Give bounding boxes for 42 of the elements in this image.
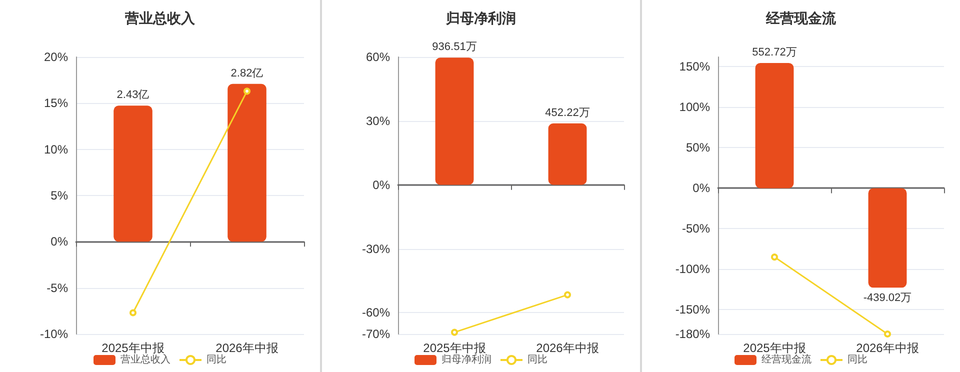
legend-label: 经营现金流	[762, 354, 812, 366]
y-tick-label: 15%	[44, 96, 68, 110]
data-label: 2.82亿	[230, 67, 264, 80]
chart-title: 归母净利润	[445, 10, 516, 26]
chart-title: 经营现金流	[765, 10, 837, 26]
data-label: 936.51万	[432, 41, 477, 54]
y-tick-label: -10%	[40, 327, 68, 341]
legend-label: 同比	[528, 354, 548, 366]
y-tick-label: -180%	[675, 327, 710, 341]
y-tick-label: -100%	[675, 262, 710, 276]
x-tick-label: 2026年中报	[536, 341, 599, 355]
x-tick-label: 2025年中报	[423, 341, 486, 355]
data-label: 452.22万	[545, 106, 590, 119]
x-tick-label: 2026年中报	[216, 341, 278, 355]
y-tick-label: 0%	[372, 178, 390, 192]
legend-label: 归母净利润	[442, 354, 492, 366]
x-tick-label: 2026年中报	[856, 341, 919, 355]
y-tick-label: 5%	[50, 188, 68, 202]
y-tick-label: 10%	[44, 142, 68, 156]
data-label: 2.43亿	[116, 89, 150, 102]
x-tick-label: 2025年中报	[743, 341, 806, 355]
y-tick-label: -5%	[46, 280, 68, 295]
legend-label: 同比	[848, 354, 868, 366]
y-tick-label: -30%	[362, 242, 390, 256]
y-tick-label: -50%	[682, 222, 710, 236]
y-tick-label: 0%	[692, 181, 710, 196]
legend-label: 同比	[206, 354, 226, 366]
legend-label: 营业总收入	[120, 354, 170, 366]
y-tick-label: 20%	[44, 50, 68, 64]
y-tick-label: 100%	[679, 100, 710, 114]
y-tick-label: 150%	[679, 60, 710, 74]
y-tick-label: 60%	[366, 50, 390, 64]
y-tick-label: -60%	[362, 306, 390, 320]
y-tick-label: 50%	[686, 140, 710, 155]
data-label: -439.02万	[863, 292, 912, 304]
data-label: 552.72万	[752, 46, 797, 58]
y-tick-label: -70%	[362, 327, 390, 341]
chart-title: 营业总收入	[124, 10, 196, 26]
y-tick-label: 0%	[50, 234, 68, 249]
y-tick-label: 30%	[366, 114, 390, 128]
y-tick-label: -150%	[675, 302, 710, 317]
x-tick-label: 2025年中报	[102, 341, 164, 355]
